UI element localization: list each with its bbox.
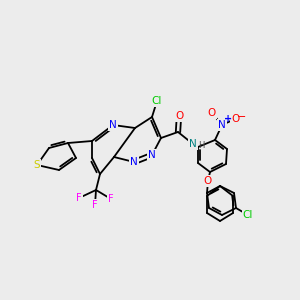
Text: N: N: [109, 120, 117, 130]
Text: +: +: [224, 114, 232, 124]
Text: S: S: [34, 160, 40, 170]
Text: O: O: [231, 114, 239, 124]
Text: O: O: [175, 111, 183, 121]
Text: O: O: [204, 176, 212, 186]
Text: N: N: [189, 139, 197, 149]
Text: Cl: Cl: [243, 210, 253, 220]
Text: F: F: [108, 194, 114, 204]
Text: F: F: [76, 193, 82, 203]
Text: N: N: [218, 120, 226, 130]
Text: H: H: [198, 140, 204, 149]
Text: F: F: [92, 200, 98, 210]
Text: O: O: [208, 108, 216, 118]
Text: −: −: [237, 112, 247, 122]
Text: N: N: [130, 157, 138, 167]
Text: Cl: Cl: [152, 96, 162, 106]
Text: N: N: [148, 150, 156, 160]
